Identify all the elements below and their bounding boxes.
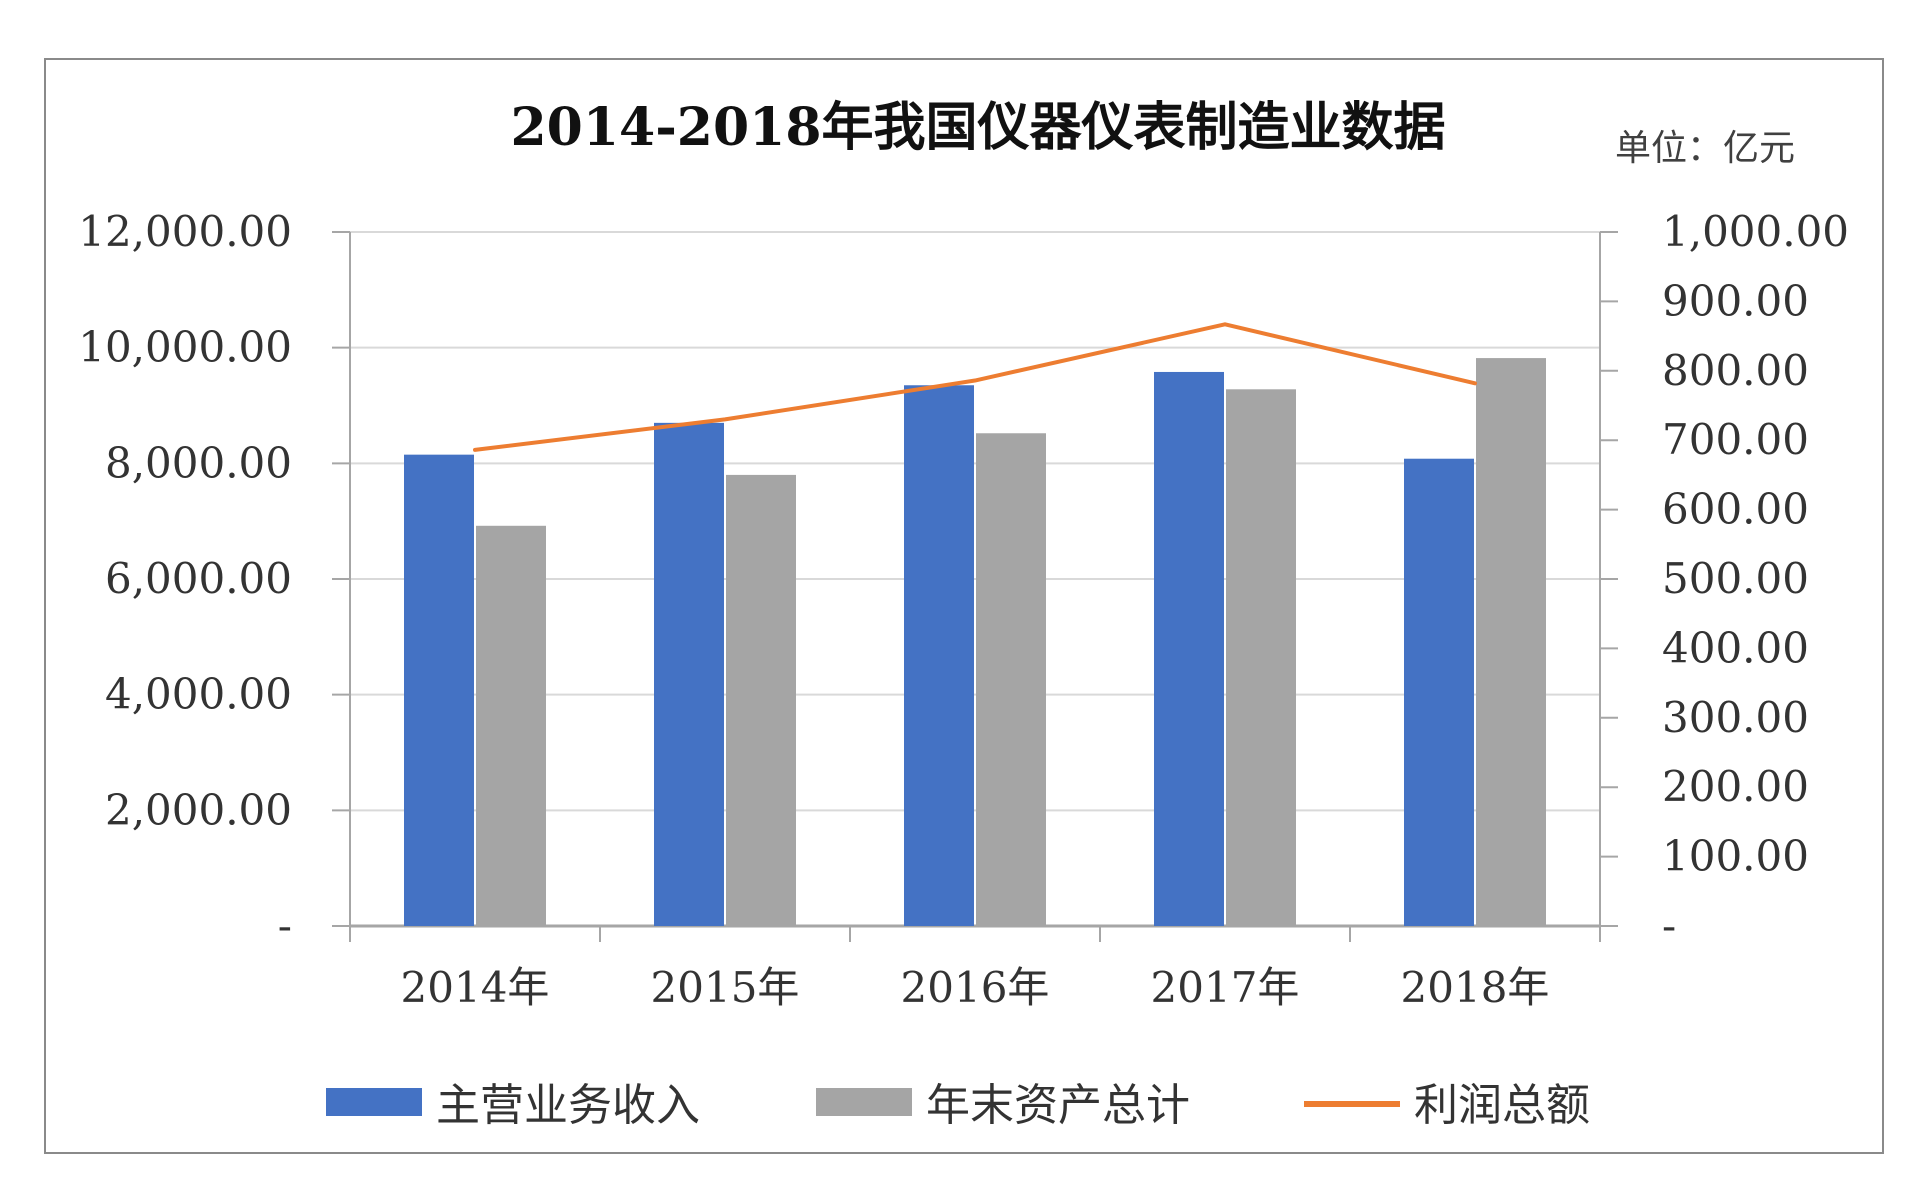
y-right-tick-label: 200.00	[1662, 762, 1809, 811]
y-right-tick-label: 400.00	[1662, 623, 1809, 672]
y-right-tick-label: 500.00	[1662, 554, 1809, 603]
bar-assets	[1476, 358, 1546, 926]
bar-revenue	[904, 385, 974, 927]
bar-assets	[976, 433, 1046, 926]
y-right-tick-label: -	[1662, 901, 1676, 950]
legend-label: 利润总额	[1414, 1080, 1590, 1131]
bar-revenue	[1404, 458, 1474, 926]
bar-assets	[1226, 389, 1296, 927]
bar-revenue	[1154, 371, 1224, 926]
profit-line	[473, 322, 1477, 452]
y-right-tick-label: 300.00	[1662, 693, 1809, 742]
y-left-tick-label: 12,000.00	[78, 207, 292, 256]
bars-layer	[404, 358, 1546, 927]
y-left-tick-label: 4,000.00	[105, 670, 292, 719]
grid-layer	[350, 231, 1600, 928]
y-right-tick-label: 700.00	[1662, 415, 1809, 464]
axis-layer: - 2,000.00 4,000.00 6,000.00 8,000.00 10,000.…	[78, 207, 1849, 1012]
x-tick-label: 2016年	[901, 963, 1050, 1012]
line-layer	[473, 322, 1477, 452]
y-left-tick-label: 10,000.00	[78, 323, 292, 372]
legend-label: 主营业务收入	[436, 1080, 700, 1131]
unit-label: 单位：亿元	[1615, 128, 1795, 169]
bar-revenue	[654, 422, 724, 926]
bar-assets	[476, 525, 546, 926]
bar-assets	[726, 474, 796, 926]
y-left-tick-label: 6,000.00	[105, 554, 292, 603]
bar-revenue	[404, 454, 474, 926]
y-left-tick-label: 2,000.00	[105, 785, 292, 834]
y-right-tick-label: 900.00	[1662, 276, 1809, 325]
y-left-tick-label: 8,000.00	[105, 438, 292, 487]
x-tick-label: 2018年	[1401, 963, 1550, 1012]
y-left-tick-label: -	[278, 901, 292, 950]
x-tick-label: 2015年	[651, 963, 800, 1012]
y-right-tick-label: 1,000.00	[1662, 207, 1849, 256]
x-tick-label: 2014年	[401, 963, 550, 1012]
y-right-tick-label: 600.00	[1662, 485, 1809, 534]
y-right-tick-label: 100.00	[1662, 832, 1809, 881]
x-tick-label: 2017年	[1151, 963, 1300, 1012]
chart-title: 2014-2018年我国仪器仪表制造业数据	[510, 97, 1445, 158]
legend-swatch	[816, 1088, 912, 1116]
legend-swatch	[326, 1088, 422, 1116]
y-right-tick-label: 800.00	[1662, 346, 1809, 395]
legend-label: 年末资产总计	[926, 1080, 1190, 1131]
legend: 主营业务收入 年末资产总计 利润总额	[326, 1080, 1590, 1131]
